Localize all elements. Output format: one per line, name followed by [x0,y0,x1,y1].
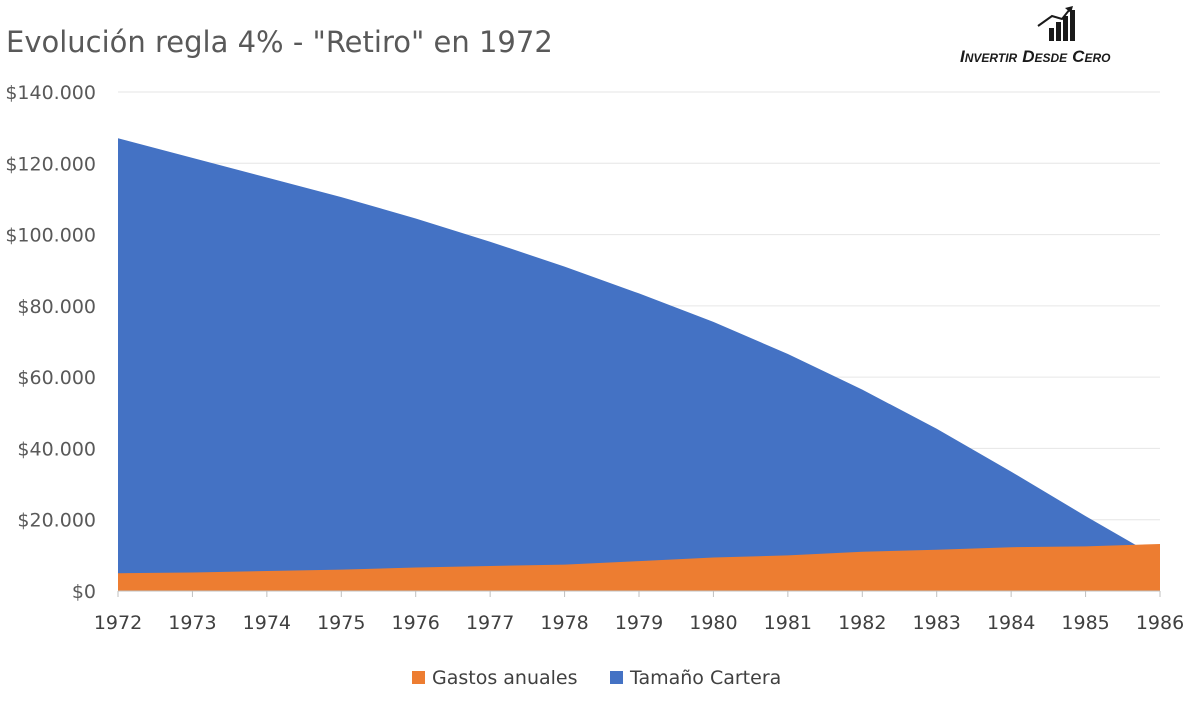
legend-label: Gastos anuales [432,667,578,689]
y-tick-label: $60.000 [17,367,96,389]
x-tick-label: 1978 [540,612,588,634]
logo: INVERTIR DESDE CERO [960,6,1111,66]
legend: Gastos anuales Tamaño Cartera [412,667,781,689]
y-tick-label: $20.000 [17,510,96,532]
x-tick-label: 1976 [392,612,440,634]
plot-area [118,138,1160,592]
x-tick-label: 1977 [466,612,514,634]
logo-text: INVERTIR DESDE CERO [960,47,1111,66]
x-tick-label: 1985 [1061,612,1109,634]
x-tick-label: 1986 [1136,612,1184,634]
axes: $0 $20.000 $40.000 $60.000 $80.000 $100.000 $1… [5,82,1184,634]
y-tick-label: $100.000 [5,225,96,247]
area-series-gastos-anuales [118,544,1160,591]
x-tick-label: 1983 [913,612,961,634]
x-tick-label: 1972 [94,612,142,634]
chart-title: Evolución regla 4% - "Retiro" en 1972 [6,25,553,59]
x-tick-label: 1982 [838,612,886,634]
legend-swatch [412,671,425,684]
y-tick-label: $140.000 [5,82,96,104]
legend-swatch [610,671,623,684]
y-tick-label: $120.000 [5,153,96,175]
x-tick-label: 1975 [317,612,365,634]
x-tick-label: 1980 [689,612,737,634]
y-tick-label: $0 [72,581,96,603]
legend-label: Tamaño Cartera [629,667,781,689]
y-tick-label: $80.000 [17,296,96,318]
x-tick-label: 1974 [243,612,291,634]
x-tick-label: 1981 [764,612,812,634]
x-tick-label: 1979 [615,612,663,634]
x-tick-label: 1973 [168,612,216,634]
area-series-tama-o-cartera [118,138,1160,592]
x-tick-label: 1984 [987,612,1035,634]
y-tick-label: $40.000 [17,438,96,460]
bar-chart-arrow-icon [1037,6,1075,41]
